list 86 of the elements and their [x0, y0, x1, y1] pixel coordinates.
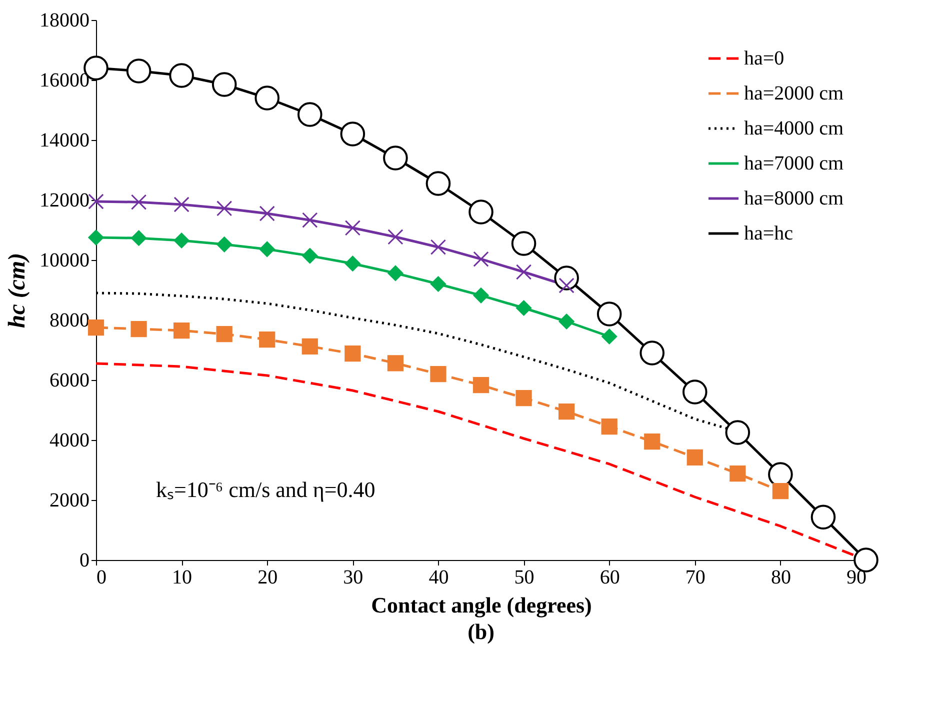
- point: [516, 264, 532, 280]
- point: [810, 504, 836, 530]
- point: [640, 340, 665, 366]
- point: [644, 433, 660, 450]
- point: [388, 229, 404, 245]
- point: [174, 196, 190, 212]
- point: [387, 265, 404, 282]
- point: [601, 418, 618, 435]
- point: [254, 86, 280, 110]
- legend-label: ha=7000 cm: [744, 152, 844, 174]
- legend-label: ha=0: [744, 48, 784, 70]
- point: [173, 232, 190, 249]
- point: [88, 319, 104, 336]
- y-tick-label: 0: [80, 550, 90, 572]
- x-tick-label: 50: [514, 566, 534, 588]
- point: [558, 403, 575, 420]
- x-tick-label: 90: [846, 566, 866, 588]
- point: [88, 194, 104, 210]
- point: [601, 328, 618, 345]
- point: [259, 331, 276, 348]
- x-tick-label: 40: [428, 566, 449, 588]
- y-tick-label: 12000: [40, 190, 90, 212]
- point: [596, 302, 622, 326]
- legend-label: ha=2000 cm: [744, 82, 844, 104]
- y-tick-label: 16000: [40, 70, 90, 92]
- point: [212, 72, 237, 97]
- y-axis-title: hc (cm): [4, 252, 30, 328]
- point: [387, 355, 404, 372]
- point: [344, 256, 361, 272]
- point: [297, 102, 322, 127]
- point: [516, 390, 532, 406]
- point: [130, 320, 147, 338]
- x-tick-label: 70: [685, 566, 706, 588]
- y-tick-label: 14000: [40, 130, 90, 152]
- y-tick-label: 6000: [50, 370, 90, 392]
- point: [430, 366, 446, 382]
- y-tick-label: 18000: [40, 10, 90, 32]
- y-tick-label: 4000: [50, 430, 90, 452]
- point: [426, 171, 451, 196]
- y-tick-label: 8000: [50, 310, 90, 332]
- point: [169, 63, 194, 88]
- point: [472, 377, 490, 394]
- point: [302, 338, 318, 354]
- legend-label: ha=8000 cm: [744, 188, 844, 210]
- x-tick-label: 20: [258, 566, 278, 588]
- text: (b): [468, 619, 494, 644]
- point: [130, 230, 147, 246]
- point: [126, 58, 152, 84]
- point: [173, 322, 190, 339]
- point: [472, 287, 490, 304]
- annotation: kₛ=10⁻⁶ cm/s and η=0.40: [156, 477, 376, 502]
- point: [88, 229, 104, 246]
- y-tick-label: 2000: [50, 490, 90, 512]
- x-tick-label: 10: [172, 566, 192, 588]
- point: [130, 194, 147, 210]
- x-axis-title: Contact angle (degrees): [371, 592, 592, 618]
- point: [725, 420, 750, 445]
- point: [730, 466, 746, 482]
- point: [468, 200, 494, 224]
- point: [430, 239, 446, 255]
- point: [259, 206, 275, 222]
- point: [430, 276, 446, 292]
- point: [558, 313, 575, 330]
- point: [383, 146, 408, 170]
- legend-label: ha=4000 cm: [744, 118, 844, 140]
- point: [302, 212, 318, 228]
- x-tick-label: 60: [600, 566, 620, 588]
- point: [259, 241, 276, 258]
- x-tick-label: 30: [343, 566, 364, 588]
- point: [772, 482, 789, 500]
- point: [216, 200, 232, 216]
- point: [216, 236, 232, 252]
- point: [473, 251, 489, 267]
- point: [302, 248, 318, 264]
- point: [344, 220, 360, 236]
- x-tick-label: 80: [770, 566, 791, 588]
- legend-label: ha=hc: [744, 222, 794, 244]
- point: [511, 231, 536, 256]
- y-tick-label: 10000: [40, 250, 90, 272]
- point: [686, 449, 703, 466]
- point: [516, 300, 532, 316]
- x-tick-label: 0: [96, 566, 106, 588]
- point: [344, 346, 361, 362]
- point: [682, 380, 708, 404]
- point: [340, 122, 366, 146]
- point: [216, 326, 232, 342]
